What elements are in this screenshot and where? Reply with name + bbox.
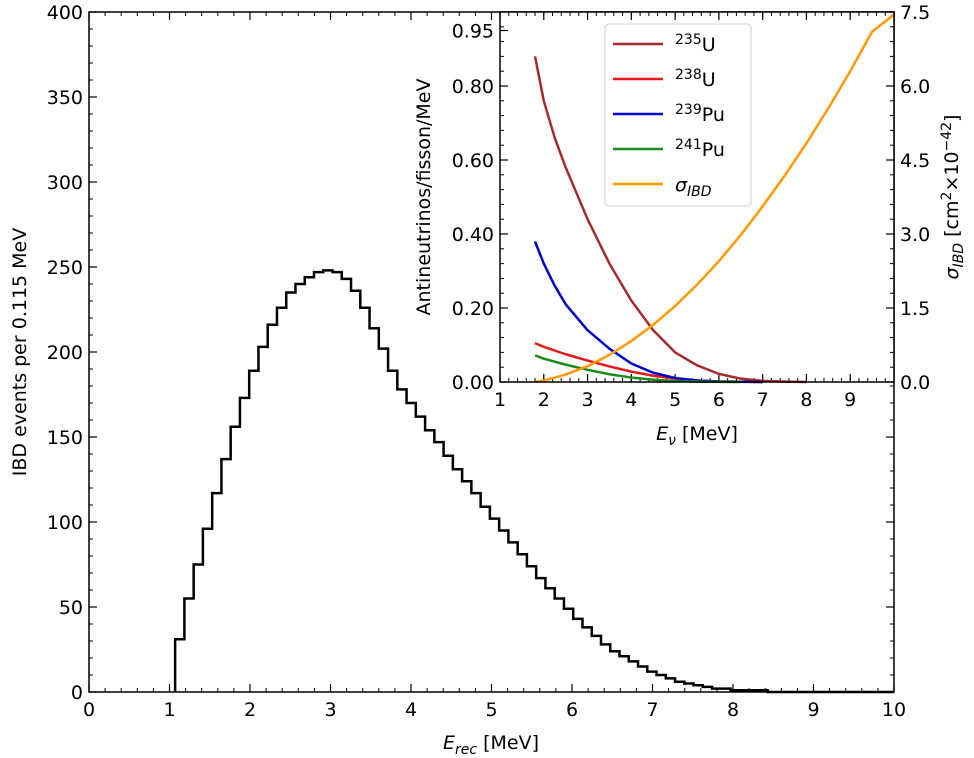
inset-legend: 235U 238U 239Pu 241Pu σIBD	[604, 23, 752, 207]
main-x-tick-label: 8	[727, 699, 739, 721]
inset-y2-tick-label: 6.0	[900, 76, 930, 98]
inset-y2-tick-label: 1.5	[900, 298, 930, 320]
inset-x-tick-label: 9	[844, 389, 856, 411]
main-x-tick-label: 4	[405, 699, 417, 721]
main-y-tick-label: 350	[47, 87, 83, 109]
inset-x-tick-label: 6	[713, 389, 725, 411]
inset-y-axis-title: Antineutrinos/fisson/MeV	[413, 79, 435, 316]
inset-y2-axis-title: σIBD [cm2×10−42]	[939, 115, 967, 280]
main-x-tick-label: 9	[807, 699, 819, 721]
main-y-tick-label: 100	[47, 512, 83, 534]
main-y-tick-label: 0	[71, 682, 83, 704]
inset-x-axis-title: Eν [MeV]	[656, 423, 738, 449]
legend-label: σIBD	[675, 174, 712, 200]
main-y-tick-label: 150	[47, 427, 83, 449]
inset-y-tick-label: 0.80	[452, 76, 494, 98]
main-x-axis-title: Erec [MeV]	[443, 732, 539, 758]
inset-x-tick-label: 2	[538, 389, 550, 411]
inset-y2-tick-label: 7.5	[900, 2, 930, 24]
main-x-tick-label: 0	[83, 699, 95, 721]
main-y-tick-label: 300	[47, 172, 83, 194]
legend-label: 235U	[675, 32, 716, 56]
main-y-tick-label: 200	[47, 342, 83, 364]
inset-y2-tick-label: 4.5	[900, 150, 930, 172]
main-x-tick-label: 2	[244, 699, 256, 721]
inset-y2-tick-label: 3.0	[900, 224, 930, 246]
inset-x-tick-label: 7	[757, 389, 769, 411]
main-x-tick-label: 7	[646, 699, 658, 721]
inset-y2-tick-label: 0.0	[900, 372, 930, 394]
inset-x-tick-label: 1	[494, 389, 506, 411]
inset-series-line	[535, 13, 895, 384]
inset-x-tick-label: 8	[800, 389, 812, 411]
main-x-tick-label: 6	[566, 699, 578, 721]
inset-x-tick-label: 3	[582, 389, 594, 411]
inset-x-tick-label: 5	[669, 389, 681, 411]
main-y-tick-label: 400	[47, 2, 83, 24]
inset-y-tick-label: 0.40	[452, 224, 494, 246]
inset-y-tick-label: 0.60	[452, 150, 494, 172]
main-x-tick-label: 10	[882, 699, 906, 721]
main-y-tick-label: 50	[59, 597, 83, 619]
inset-y-tick-label: 0.95	[452, 21, 494, 43]
main-y-tick-label: 250	[47, 257, 83, 279]
inset-series-line	[533, 56, 807, 384]
main-y-axis-title: IBD events per 0.115 MeV	[9, 228, 31, 476]
main-x-tick-label: 1	[163, 699, 175, 721]
ibd-histogram-line	[173, 269, 894, 694]
legend-label: 239Pu	[675, 102, 725, 126]
inset-x-tick-label: 4	[625, 389, 637, 411]
inset-y-tick-label: 0.20	[452, 298, 494, 320]
legend-label: 241Pu	[675, 137, 725, 161]
legend-box	[604, 23, 752, 207]
main-x-tick-label: 5	[485, 699, 497, 721]
main-x-tick-label: 3	[324, 699, 336, 721]
inset-plot-frame	[499, 11, 895, 383]
inset-y-tick-label: 0.00	[452, 372, 494, 394]
legend-label: 238U	[675, 67, 716, 91]
